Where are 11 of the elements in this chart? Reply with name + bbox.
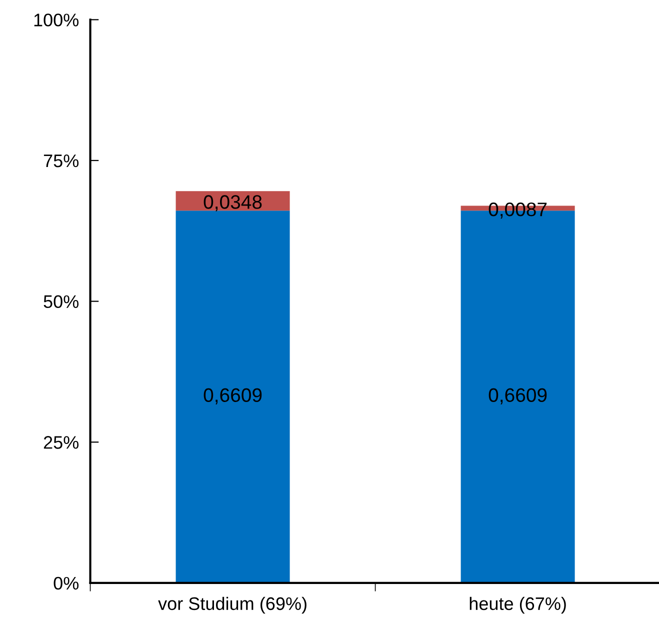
- data-label: 0,6609: [204, 388, 262, 404]
- y-tick-label: 0%: [54, 576, 79, 590]
- y-tick-label: 100%: [34, 14, 79, 26]
- data-label: 0,6609: [488, 388, 547, 404]
- x-tick-label: vor Studium (69%): [158, 596, 306, 614]
- y-tick-label: 75%: [44, 154, 79, 168]
- data-label: 0,0348: [204, 195, 262, 212]
- y-tick-label: 50%: [44, 295, 79, 308]
- y-tick-label: 25%: [44, 436, 79, 449]
- bar: [176, 210, 290, 583]
- x-tick-label: heute (67%): [470, 596, 566, 614]
